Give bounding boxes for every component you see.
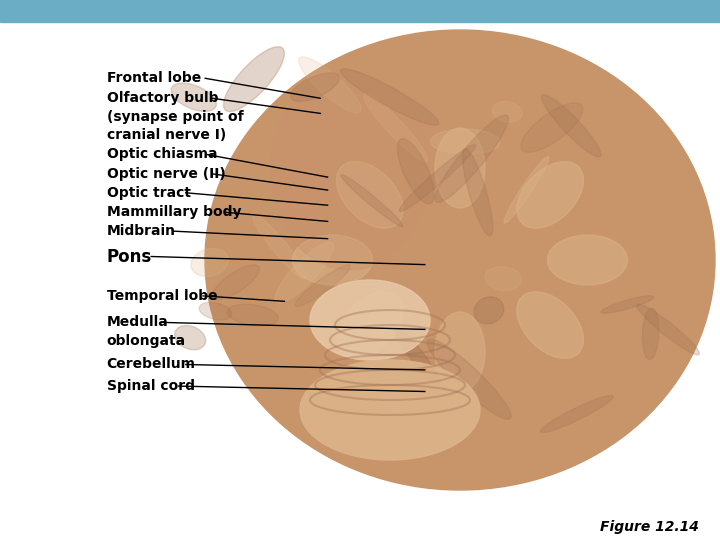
Ellipse shape: [431, 129, 500, 154]
Ellipse shape: [270, 70, 430, 270]
Ellipse shape: [310, 280, 430, 360]
Ellipse shape: [601, 296, 654, 313]
Text: oblongata: oblongata: [107, 334, 186, 348]
Text: Optic tract: Optic tract: [107, 186, 191, 200]
Ellipse shape: [541, 395, 613, 433]
Ellipse shape: [397, 139, 434, 204]
Ellipse shape: [295, 265, 351, 307]
Ellipse shape: [435, 312, 485, 392]
Ellipse shape: [275, 242, 333, 303]
Text: (synapse point of: (synapse point of: [107, 110, 243, 124]
Ellipse shape: [171, 83, 217, 111]
Text: Olfactory bulb: Olfactory bulb: [107, 91, 218, 105]
Text: Optic nerve (II): Optic nerve (II): [107, 167, 225, 181]
Ellipse shape: [336, 292, 403, 359]
Text: Pons: Pons: [107, 247, 152, 266]
Ellipse shape: [299, 57, 361, 113]
Ellipse shape: [394, 327, 440, 385]
Ellipse shape: [291, 73, 339, 102]
Ellipse shape: [504, 157, 549, 223]
Ellipse shape: [517, 161, 583, 228]
Ellipse shape: [485, 267, 522, 291]
Ellipse shape: [636, 304, 699, 355]
Text: cranial nerve I): cranial nerve I): [107, 128, 226, 142]
Bar: [0, 0, 720, 22]
Ellipse shape: [427, 339, 511, 419]
Text: Midbrain: Midbrain: [107, 224, 176, 238]
Text: Figure 12.14: Figure 12.14: [600, 519, 698, 534]
Ellipse shape: [492, 102, 522, 122]
Text: Frontal lobe: Frontal lobe: [107, 71, 201, 85]
Ellipse shape: [253, 214, 307, 279]
Text: Mammillary body: Mammillary body: [107, 205, 241, 219]
Text: Optic chiasma: Optic chiasma: [107, 147, 217, 161]
Ellipse shape: [341, 69, 439, 125]
Ellipse shape: [341, 174, 402, 226]
Ellipse shape: [175, 326, 206, 350]
Ellipse shape: [474, 297, 504, 324]
Ellipse shape: [517, 292, 583, 359]
Text: Medulla: Medulla: [107, 315, 168, 329]
Ellipse shape: [547, 235, 628, 285]
Text: Temporal lobe: Temporal lobe: [107, 289, 217, 303]
Text: Cerebellum: Cerebellum: [107, 357, 196, 372]
Text: Spinal cord: Spinal cord: [107, 379, 194, 393]
Ellipse shape: [435, 128, 485, 208]
Ellipse shape: [223, 46, 284, 112]
Ellipse shape: [541, 94, 601, 157]
Ellipse shape: [364, 93, 428, 162]
Ellipse shape: [521, 103, 583, 152]
Ellipse shape: [205, 30, 715, 490]
Ellipse shape: [292, 235, 372, 285]
Ellipse shape: [399, 145, 476, 212]
Ellipse shape: [191, 248, 228, 276]
Ellipse shape: [300, 360, 480, 460]
Ellipse shape: [462, 149, 492, 236]
Ellipse shape: [212, 265, 259, 300]
Ellipse shape: [199, 302, 232, 320]
Ellipse shape: [642, 308, 659, 360]
Ellipse shape: [336, 161, 403, 228]
Ellipse shape: [228, 304, 278, 326]
Ellipse shape: [435, 115, 508, 202]
